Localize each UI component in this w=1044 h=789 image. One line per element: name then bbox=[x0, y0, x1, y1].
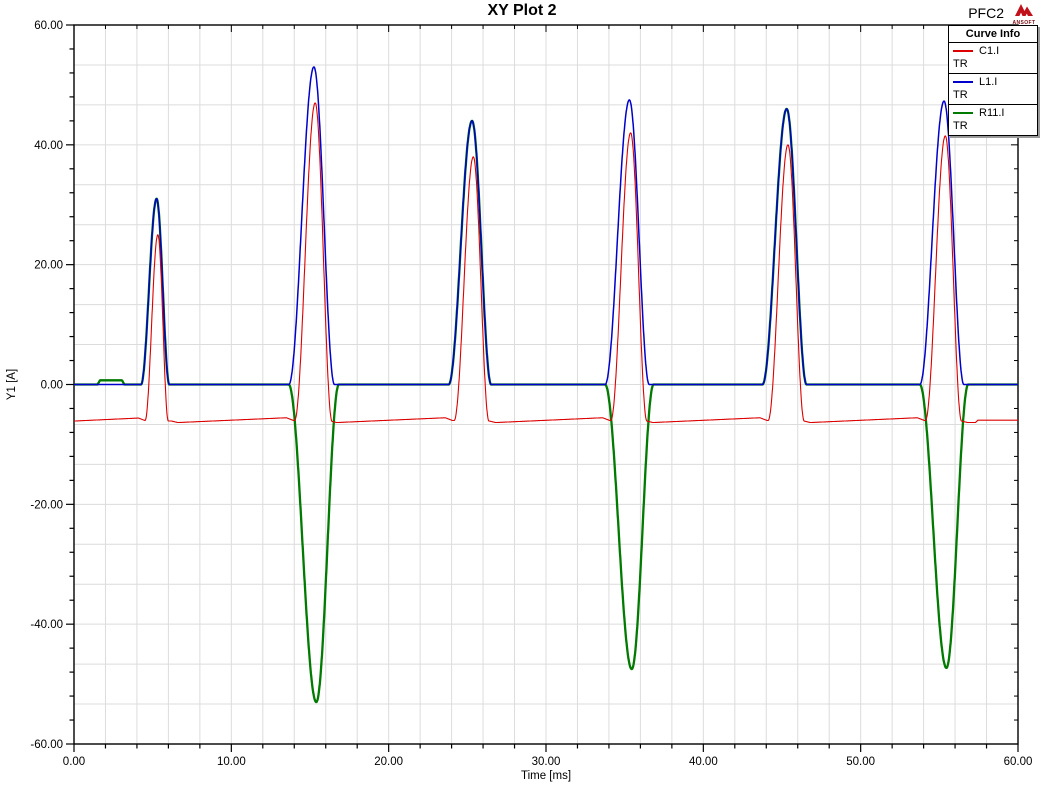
ansoft-logo-icon bbox=[1015, 4, 1033, 16]
plot-title: XY Plot 2 bbox=[487, 2, 557, 19]
x-tick-label: 10.00 bbox=[217, 756, 246, 768]
y-axis-title: Y1 [A] bbox=[6, 369, 18, 400]
legend-trace-c1: TR bbox=[953, 58, 968, 70]
y-tick-label: -60.00 bbox=[30, 739, 63, 751]
x-tick-label: 50.00 bbox=[846, 756, 875, 768]
y-tick-label: -40.00 bbox=[30, 619, 63, 631]
curve-info-legend[interactable]: Curve Info C1.I TR L1.I TR R11.I TR bbox=[948, 25, 1038, 136]
ansoft-logo-text: ANSOFT bbox=[1012, 20, 1036, 26]
r11-color-swatch bbox=[953, 112, 973, 114]
curve-c1-i bbox=[74, 102, 1018, 424]
y-tick-label: 60.00 bbox=[34, 20, 63, 32]
y-tick-label: 0.00 bbox=[41, 380, 63, 392]
project-name: PFC2 bbox=[968, 5, 1004, 21]
x-tick-label: 30.00 bbox=[532, 756, 561, 768]
l1-color-swatch bbox=[953, 81, 973, 83]
axis-ticks bbox=[66, 24, 1019, 752]
legend-label-l1: L1.I bbox=[979, 76, 998, 88]
legend-entry-c1[interactable]: C1.I TR bbox=[949, 43, 1037, 74]
legend-trace-r11: TR bbox=[953, 120, 968, 132]
y-tick-label: -20.00 bbox=[30, 499, 63, 511]
legend-trace-l1: TR bbox=[953, 89, 968, 101]
legend-label-r11: R11.I bbox=[979, 107, 1005, 119]
x-tick-label: 0.00 bbox=[63, 756, 85, 768]
x-tick-label: 20.00 bbox=[374, 756, 403, 768]
curve-l1-i bbox=[74, 66, 1018, 386]
legend-label-c1: C1.I bbox=[979, 45, 1000, 57]
x-tick-label: 60.00 bbox=[1004, 756, 1033, 768]
legend-title: Curve Info bbox=[949, 26, 1037, 43]
grid-lines bbox=[74, 25, 1018, 744]
curves bbox=[74, 66, 1018, 704]
x-tick-label: 40.00 bbox=[689, 756, 718, 768]
legend-entry-r11[interactable]: R11.I TR bbox=[949, 105, 1037, 135]
c1-color-swatch bbox=[953, 50, 973, 52]
axis-labels: 60.0040.0020.000.00-20.00-40.00-60.000.0… bbox=[6, 20, 1032, 782]
y-tick-label: 40.00 bbox=[34, 140, 63, 152]
x-axis-title: Time [ms] bbox=[521, 770, 571, 782]
ansoft-logo: ANSOFT bbox=[1008, 3, 1040, 26]
y-tick-label: 20.00 bbox=[34, 260, 63, 272]
legend-entry-l1[interactable]: L1.I TR bbox=[949, 74, 1037, 105]
